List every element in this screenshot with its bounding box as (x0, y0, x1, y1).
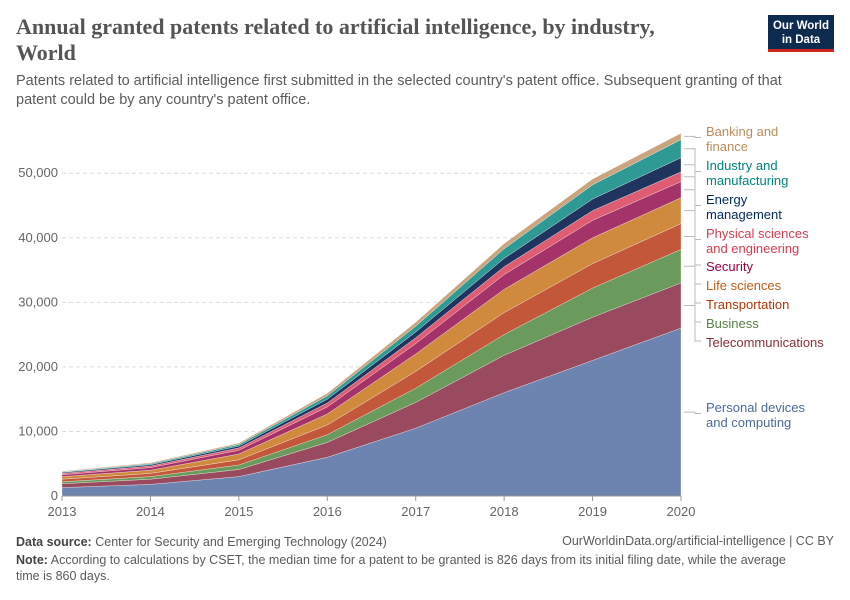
axes: 0 10,000 20,000 30,000 40,000 50,000 2013 2014 2… (18, 165, 695, 519)
legend: Banking and finance Industry and manufactur… (684, 124, 824, 430)
stacked-area-chart: 0 10,000 20,000 30,000 40,000 50,000 2013 2014 2… (18, 124, 824, 519)
y-tick-label: 30,000 (18, 294, 58, 309)
y-tick-label: 50,000 (18, 165, 58, 180)
logo-line-1: Our World (772, 20, 829, 32)
legend-label-banking-and-finance: Banking and finance (706, 124, 778, 154)
legend-label-line: Security (706, 259, 753, 274)
legend-connector (684, 148, 701, 172)
legend-label-line: and engineering (706, 241, 799, 256)
legend-connector (684, 189, 701, 266)
x-tick-label: 2020 (667, 504, 696, 519)
y-tick-label: 20,000 (18, 359, 58, 374)
legend-label-line: Transportation (706, 297, 789, 312)
legend-connector (684, 305, 701, 342)
legend-connector (684, 411, 701, 414)
data-source: Data source: Center for Security and Eme… (16, 534, 834, 550)
legend-label-line: Physical sciences (706, 226, 809, 241)
x-tick-label: 2019 (578, 504, 607, 519)
note-label: Note: (16, 553, 48, 567)
legend-connector (684, 236, 701, 304)
chart-subtitle: Patents related to artificial intelligen… (16, 73, 782, 108)
legend-connector (684, 135, 701, 138)
legend-label-line: manufacturing (706, 173, 788, 188)
legend-label-line: Industry and (706, 158, 778, 173)
legend-label-line: Business (706, 316, 759, 331)
legend-label-physical-sciences-and-engineering: Physical sciences and engineering (706, 226, 809, 256)
legend-label-line: Energy (706, 192, 748, 207)
credit-link[interactable]: OurWorldinData.org/artificial-intelligen… (562, 534, 834, 548)
legend-label-line: Telecommunications (706, 335, 824, 350)
logo-line-2: in Data (781, 34, 821, 46)
y-tick-label: 40,000 (18, 230, 58, 245)
legend-label-life-sciences: Life sciences (706, 278, 782, 293)
owid-logo[interactable]: Our World in Data (768, 15, 834, 52)
legend-connector (684, 176, 701, 240)
note-text: According to calculations by CSET, the m… (16, 553, 786, 583)
x-tick-label: 2015 (224, 504, 253, 519)
legend-connector (684, 265, 701, 323)
legend-connector (684, 210, 701, 285)
legend-label-line: Banking and (706, 124, 778, 139)
legend-label-energy-management: Energy management (706, 192, 782, 222)
x-tick-label: 2018 (490, 504, 519, 519)
source-text: Center for Security and Emerging Technol… (95, 535, 387, 549)
chart-title: Annual granted patents related to artifi… (16, 14, 655, 65)
x-tick-label: 2014 (136, 504, 165, 519)
legend-label-industry-and-manufacturing: Industry and manufacturing (706, 158, 788, 188)
legend-label-line: Life sciences (706, 278, 782, 293)
legend-label-line: Personal devices (706, 400, 805, 415)
area-series (61, 132, 682, 497)
legend-connector (684, 164, 701, 206)
legend-label-security: Security (706, 259, 753, 274)
y-tick-label: 0 (51, 488, 58, 503)
legend-label-personal-devices-and-computing: Personal devices and computing (706, 400, 805, 430)
legend-label-line: finance (706, 139, 748, 154)
x-tick-label: 2017 (401, 504, 430, 519)
legend-label-line: management (706, 207, 782, 222)
legend-label-line: and computing (706, 415, 791, 430)
x-tick-label: 2013 (48, 504, 77, 519)
legend-label-business: Business (706, 316, 759, 331)
legend-label-telecommunications: Telecommunications (706, 335, 824, 350)
x-tick-label: 2016 (313, 504, 342, 519)
legend-label-transportation: Transportation (706, 297, 789, 312)
y-tick-label: 10,000 (18, 423, 58, 438)
source-label: Data source: (16, 535, 92, 549)
chart-note: Note: According to calculations by CSET,… (16, 552, 806, 584)
area-banking-and-finance (61, 132, 682, 472)
